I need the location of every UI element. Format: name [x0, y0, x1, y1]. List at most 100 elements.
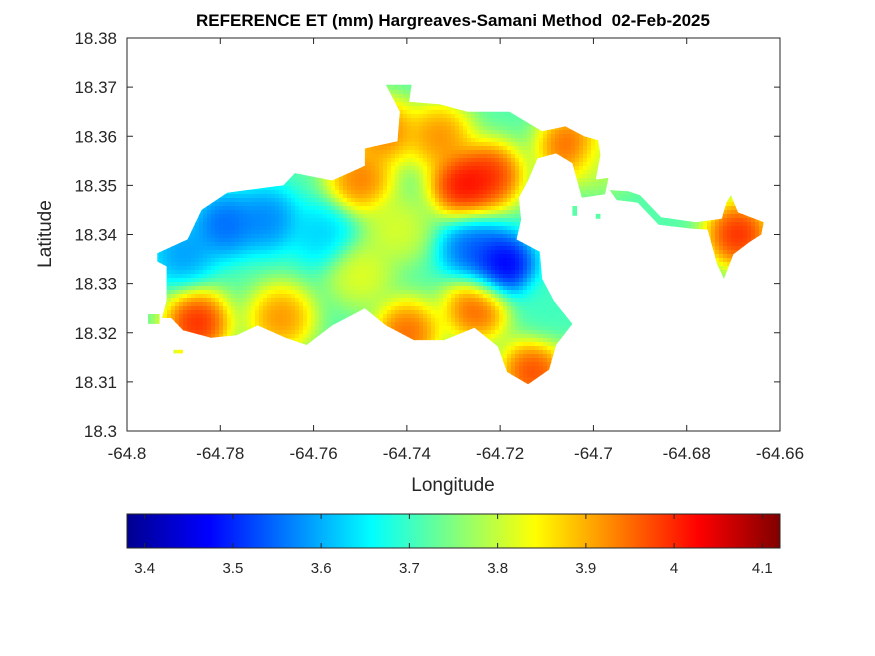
heatmap-cell: [323, 230, 328, 235]
heatmap-cell: [319, 246, 324, 251]
heatmap-cell: [303, 198, 308, 203]
heatmap-cell: [287, 218, 292, 223]
heatmap-cell: [279, 190, 284, 195]
heatmap-cell: [319, 258, 324, 263]
heatmap-cell: [187, 290, 192, 295]
heatmap-cell: [287, 258, 292, 263]
heatmap-cell: [167, 310, 172, 315]
heatmap-cell: [183, 294, 188, 299]
heatmap-cell: [243, 206, 248, 211]
heatmap-cell: [235, 218, 240, 223]
heatmap-cell: [271, 322, 276, 327]
heatmap-cell: [219, 262, 224, 267]
heatmap-cell: [227, 302, 232, 307]
heatmap-cell: [235, 222, 240, 227]
heatmap-cell: [259, 310, 264, 315]
heatmap-cell: [227, 194, 232, 199]
heatmap-cell: [251, 194, 256, 199]
heatmap-cell: [263, 314, 268, 319]
heatmap-cell: [195, 326, 200, 331]
heatmap-cell: [179, 326, 184, 331]
heatmap-cell: [287, 210, 292, 215]
heatmap-cell: [211, 258, 216, 263]
heatmap-cell: [223, 302, 228, 307]
heatmap-cell: [283, 182, 288, 187]
heatmap-cell: [179, 306, 184, 311]
heatmap-cell: [211, 274, 216, 279]
heatmap-cell: [279, 274, 284, 279]
heatmap-cell: [239, 302, 244, 307]
heatmap-cell: [263, 282, 268, 287]
heatmap-cell: [315, 286, 320, 291]
heatmap-cell: [303, 314, 308, 319]
heatmap-cell: [295, 230, 300, 235]
heatmap-cell: [239, 294, 244, 299]
heatmap-cell: [203, 306, 208, 311]
heatmap-cell: [175, 318, 180, 323]
heatmap-cell: [323, 274, 328, 279]
heatmap-cell: [267, 202, 272, 207]
heatmap-cell: [291, 330, 296, 335]
heatmap-cell: [259, 314, 264, 319]
heatmap-cell: [203, 270, 208, 275]
heatmap-cell: [311, 274, 316, 279]
heatmap-cell: [319, 318, 324, 323]
heatmap-cell: [291, 282, 296, 287]
heatmap-cell: [231, 282, 236, 287]
heatmap-cell: [235, 202, 240, 207]
heatmap-cell: [291, 190, 296, 195]
heatmap-cell: [267, 318, 272, 323]
heatmap-cell: [327, 198, 332, 203]
heatmap-cell: [299, 270, 304, 275]
heatmap-cell: [275, 306, 280, 311]
heatmap-cell: [259, 266, 264, 271]
heatmap-cell: [279, 298, 284, 303]
heatmap-cell: [323, 218, 328, 223]
heatmap-cell: [275, 206, 280, 211]
heatmap-cell: [287, 190, 292, 195]
heatmap-cell: [251, 226, 256, 231]
heatmap-cell: [311, 322, 316, 327]
heatmap-cell: [235, 318, 240, 323]
heatmap-cell: [311, 182, 316, 187]
heatmap-cell: [287, 310, 292, 315]
heatmap-cell: [207, 210, 212, 215]
heatmap-cell: [255, 286, 260, 291]
heatmap-cell: [148, 318, 152, 323]
heatmap-cell: [291, 226, 296, 231]
heatmap-cell: [291, 174, 296, 179]
heatmap-cell: [307, 250, 312, 255]
heatmap-cell: [235, 290, 240, 295]
heatmap-cell: [263, 302, 268, 307]
heatmap-cell: [243, 250, 248, 255]
heatmap-cell: [207, 302, 212, 307]
heatmap-cell: [239, 306, 244, 311]
heatmap-cell: [255, 266, 260, 271]
heatmap-cell: [231, 246, 236, 251]
heatmap-cell: [311, 302, 316, 307]
heatmap-cell: [303, 190, 308, 195]
heatmap-cell: [303, 306, 308, 311]
heatmap-cell: [243, 218, 248, 223]
heatmap-cell: [263, 210, 268, 215]
heatmap-cell: [283, 286, 288, 291]
heatmap-cell: [259, 194, 264, 199]
heatmap-cell: [227, 198, 232, 203]
heatmap-cell: [231, 286, 236, 291]
heatmap-cell: [251, 286, 256, 291]
heatmap-cell: [163, 310, 168, 315]
heatmap-cell: [323, 182, 328, 187]
heatmap-cell: [239, 282, 244, 287]
heatmap-cell: [279, 210, 284, 215]
heatmap-cell: [187, 326, 192, 331]
heatmap-cell: [319, 306, 324, 311]
heatmap-cell: [171, 314, 176, 319]
heatmap-cell: [255, 194, 260, 199]
heatmap-cell: [299, 206, 304, 211]
heatmap-cell: [215, 306, 220, 311]
heatmap-cell: [191, 266, 196, 271]
heatmap-cell: [315, 270, 320, 275]
heatmap-cell: [215, 226, 220, 231]
heatmap-cell: [195, 330, 200, 335]
heatmap-cell: [195, 266, 200, 271]
